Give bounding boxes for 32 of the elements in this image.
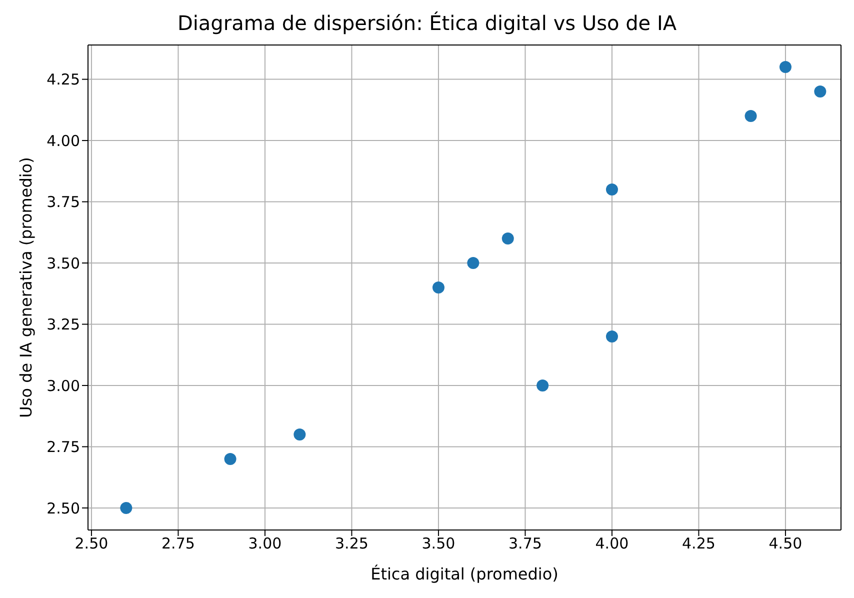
- x-tick-label: 2.75: [162, 534, 195, 553]
- point: [779, 61, 792, 74]
- y-tick-label: 3.75: [46, 193, 80, 212]
- point: [294, 428, 306, 440]
- x-tick-label: 4.25: [682, 534, 716, 553]
- chart-title: Diagrama de dispersión: Ética digital vs Uso de IA: [176, 10, 678, 37]
- point: [744, 110, 757, 122]
- x-tick-label: 2.50: [74, 534, 108, 553]
- point: [502, 232, 514, 245]
- x-axis-title: Ética digital (promedio): [370, 564, 558, 584]
- point: [467, 257, 480, 270]
- y-tick-label: 3.00: [46, 376, 80, 395]
- x-tick-label: 3.50: [422, 534, 456, 553]
- y-axis-title: Uso de IA generativa (promedio): [16, 157, 36, 418]
- point: [224, 452, 236, 465]
- y-tick-label: 2.50: [46, 499, 80, 518]
- x-tick-label: 3.00: [248, 534, 282, 553]
- y-tick-label: 4.00: [46, 132, 80, 150]
- y-tick-label: 3.25: [46, 316, 80, 334]
- y-tick-label: 2.75: [46, 438, 80, 456]
- point: [606, 184, 618, 196]
- point: [814, 86, 826, 98]
- x-tick-label: 4.50: [768, 534, 802, 553]
- point: [120, 502, 132, 514]
- y-tick-label: 3.50: [46, 254, 80, 272]
- point: [536, 379, 549, 392]
- x-tick-label: 3.75: [508, 534, 542, 553]
- point: [432, 282, 444, 294]
- point: [606, 330, 618, 342]
- x-tick-label: 4.00: [595, 534, 629, 553]
- x-tick-label: 3.25: [335, 534, 368, 553]
- y-tick-label: 4.25: [46, 70, 80, 89]
